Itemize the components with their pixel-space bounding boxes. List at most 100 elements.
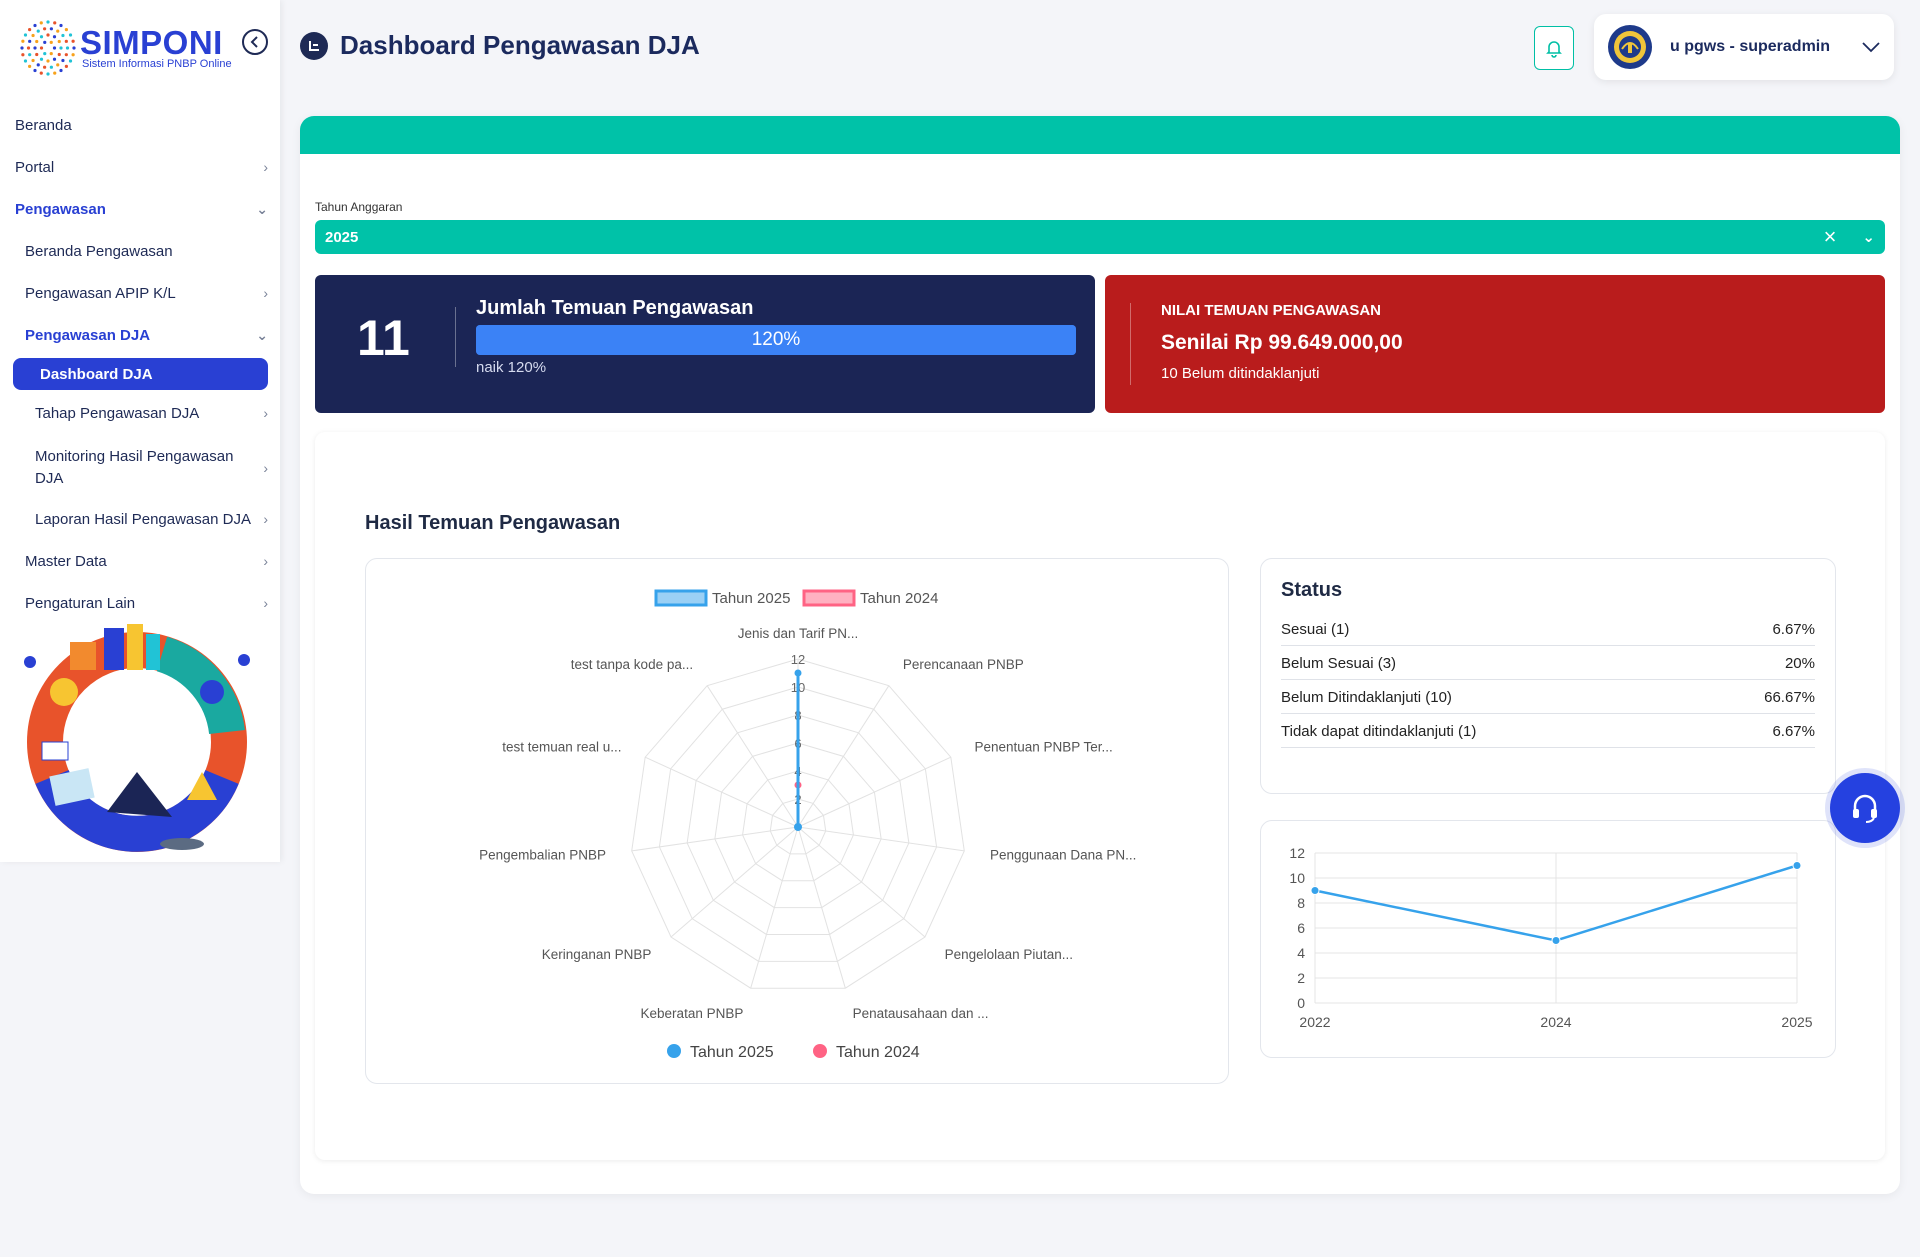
sidebar-item-master-data[interactable]: Master Data › [0, 540, 280, 582]
line-point [1551, 936, 1561, 945]
sidebar-item-label: Beranda [15, 116, 72, 134]
sidebar-item-pengaturan-lain[interactable]: Pengaturan Lain › [0, 582, 280, 624]
status-value: 20% [1784, 655, 1815, 672]
clear-icon[interactable]: × [1823, 224, 1837, 249]
sidebar-item-label: Portal [15, 158, 55, 176]
notification-button[interactable] [1534, 26, 1574, 70]
chevron-right-icon: › [263, 405, 268, 421]
avatar [1608, 25, 1652, 69]
radar-axis-label: Jenis dan Tarif PN... [738, 626, 859, 641]
filter-label: Tahun Anggaran [315, 200, 403, 214]
radar-axis-label: Pengelolaan Piutan... [945, 947, 1073, 962]
legend-swatch-2024 [802, 589, 856, 607]
sidebar-item-beranda-pengawasan[interactable]: Beranda Pengawasan [0, 230, 280, 272]
findings-section: Hasil Temuan Pengawasan Tahun 2025 Tahun … [315, 432, 1885, 1160]
emblem-icon [1614, 31, 1646, 63]
radar-grid-ring [769, 798, 827, 855]
sidebar-item-label: Pengawasan [15, 200, 106, 218]
radar-spoke [797, 756, 952, 828]
status-title: Status [1281, 579, 1343, 601]
radar-point-2025 [794, 669, 802, 677]
logo-dots-icon [20, 20, 76, 76]
chevron-down-icon [1862, 42, 1880, 53]
radar-chart-card: Tahun 2025 Tahun 2024 Jenis dan Tarif PN..… [365, 558, 1229, 1084]
year-select-value: 2025 [325, 228, 359, 246]
legend-label-2024: Tahun 2024 [836, 1044, 920, 1061]
sidebar-item-dashboard-dja[interactable]: Dashboard DJA [13, 358, 268, 390]
sidebar-item-monitoring-hasil[interactable]: Monitoring Hasil Pengawasan DJA › [0, 434, 280, 498]
radar-axis-label: Keberatan PNBP [641, 1006, 744, 1021]
status-label: Belum Ditindaklanjuti (10) [1281, 689, 1452, 706]
user-name: u pgws - superadmin [1670, 38, 1831, 55]
chevron-down-icon: ⌄ [256, 326, 268, 343]
sidebar-item-portal[interactable]: Portal › [0, 146, 280, 188]
sidebar-item-label: Master Data [25, 552, 107, 570]
sidebar-item-pengawasan-apip[interactable]: Pengawasan APIP K/L › [0, 272, 280, 314]
line-y-tick-label: 8 [1297, 895, 1305, 911]
chevron-down-icon[interactable]: ⌄ [1862, 229, 1875, 246]
radar-spoke [670, 826, 799, 938]
status-row: Sesuai (1) 6.67% [1281, 612, 1815, 646]
chevron-right-icon: › [263, 460, 268, 476]
legend-label-2025: Tahun 2025 [690, 1044, 774, 1061]
page-title-text: Dashboard Pengawasan DJA [340, 30, 700, 60]
legend-label-2024: Tahun 2024 [860, 590, 938, 607]
sidebar-item-label: Laporan Hasil Pengawasan DJA [35, 510, 251, 528]
line-y-tick-label: 0 [1297, 995, 1305, 1011]
divider [1130, 303, 1131, 385]
radar-grid-ring [742, 770, 854, 882]
radar-grid-ring [631, 658, 965, 989]
findings-progress-bar: 120% [476, 325, 1076, 355]
line-chart: 0 2 4 6 8 10 12 2022 2024 2025 [1289, 845, 1812, 1030]
radar-spoke [797, 826, 846, 989]
city-illustration [24, 624, 250, 852]
radar-axis-label: Penatausahaan dan ... [853, 1006, 989, 1021]
sidebar-item-label: Tahap Pengawasan DJA [35, 404, 200, 422]
radar-tick-label: 12 [791, 652, 805, 667]
progress-text: 120% [751, 329, 801, 350]
sidebar-item-label: Dashboard DJA [40, 365, 153, 383]
findings-count-label: Jumlah Temuan Pengawasan [476, 297, 754, 319]
chevron-right-icon: › [263, 159, 268, 175]
line-x-tick-label: 2022 [1299, 1014, 1330, 1030]
status-value: 66.67% [1764, 689, 1815, 706]
year-select[interactable]: 2025 × ⌄ [315, 220, 1885, 254]
sidebar-item-label: Pengawasan DJA [25, 326, 151, 344]
user-menu[interactable]: u pgws - superadmin [1594, 14, 1894, 80]
findings-value-label: NILAI TEMUAN PENGAWASAN [1161, 302, 1382, 319]
radar-grid-ring [658, 686, 938, 962]
sidebar-item-label: Pengawasan APIP K/L [25, 284, 176, 302]
status-row: Tidak dapat ditindaklanjuti (1) 6.67% [1281, 714, 1815, 748]
app-logo[interactable]: SIMPONI Sistem Informasi PNBP Online [18, 18, 232, 78]
radar-axis-label: Perencanaan PNBP [903, 657, 1024, 672]
chevron-down-icon: ⌄ [256, 200, 268, 217]
sidebar-item-label: Monitoring Hasil Pengawasan DJA [35, 448, 234, 487]
line-x-tick-label: 2024 [1540, 1014, 1571, 1030]
sidebar-item-tahap-pengawasan-dja[interactable]: Tahap Pengawasan DJA › [0, 392, 280, 434]
bell-icon [1546, 41, 1562, 58]
radar-axis-label: Pengembalian PNBP [479, 848, 606, 863]
legend-swatch-2025 [654, 589, 708, 607]
sidebar-item-laporan-hasil[interactable]: Laporan Hasil Pengawasan DJA › [0, 498, 280, 540]
radar-center-point [794, 823, 802, 831]
sidebar-item-pengawasan-dja[interactable]: Pengawasan DJA ⌄ [0, 314, 280, 356]
radar-axis-label: test tanpa kode pa... [571, 657, 693, 672]
radar-spoke [631, 826, 799, 852]
findings-change: naik 120% [476, 359, 547, 376]
line-y-tick-label: 12 [1289, 845, 1305, 861]
help-chat-button[interactable] [1830, 773, 1900, 843]
sidebar-item-beranda[interactable]: Beranda [0, 104, 280, 146]
sidebar-item-pengawasan[interactable]: Pengawasan ⌄ [0, 188, 280, 230]
page-title: Dashboard Pengawasan DJA [300, 30, 700, 61]
radar-chart: Tahun 2025 Tahun 2024 Jenis dan Tarif PN..… [479, 589, 1136, 1061]
legend-label-2025: Tahun 2025 [712, 590, 790, 607]
section-title: Hasil Temuan Pengawasan [365, 512, 621, 534]
sidebar: SIMPONI Sistem Informasi PNBP Online Ber… [0, 0, 280, 862]
status-row: Belum Ditindaklanjuti (10) 66.67% [1281, 680, 1815, 714]
headset-icon [1853, 794, 1877, 823]
radar-grid-ring [714, 742, 882, 909]
radar-spoke [797, 685, 890, 828]
radar-axis-label: test temuan real u... [502, 739, 621, 754]
radar-spoke [750, 826, 799, 989]
collapse-sidebar-button[interactable] [242, 29, 268, 55]
